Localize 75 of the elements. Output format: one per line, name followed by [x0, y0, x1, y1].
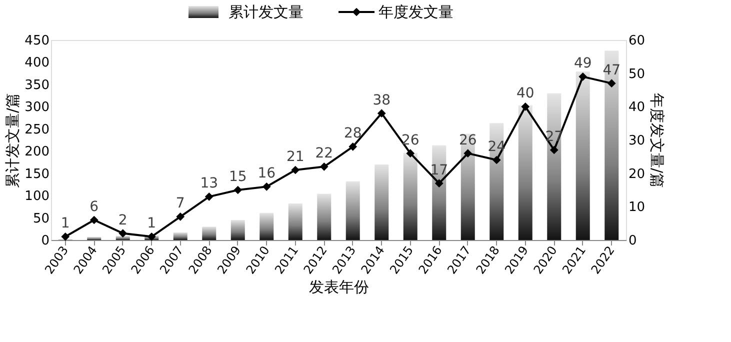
- y-tick-label: 250: [24, 122, 50, 138]
- y-tick-label: 200: [24, 144, 50, 160]
- legend-label: 累计发文量: [228, 3, 304, 21]
- point: [176, 212, 185, 221]
- data-label: 22: [315, 146, 334, 162]
- y-tick-label: 100: [24, 189, 50, 204]
- data-label: 38: [372, 92, 391, 108]
- y-axis-title: 累计发文量/篇: [4, 92, 22, 188]
- point: [320, 162, 328, 171]
- y-tick-label: 450: [24, 34, 50, 48]
- bar: [260, 212, 274, 240]
- point: [578, 72, 588, 81]
- y-tick-label: 300: [24, 100, 50, 116]
- point: [118, 229, 128, 238]
- point: [204, 192, 214, 201]
- point: [348, 142, 358, 151]
- y-tick-label: 400: [24, 56, 50, 71]
- data-label: 6: [90, 199, 99, 215]
- data-label: 49: [574, 56, 592, 72]
- y-tick-label: 150: [24, 166, 50, 182]
- point: [234, 186, 242, 194]
- y2-tick-label: 40: [628, 100, 646, 116]
- x-axis-title: 发表年份: [309, 278, 369, 296]
- point: [61, 232, 70, 241]
- bar: [346, 181, 360, 240]
- bar: [317, 194, 332, 240]
- data-label: 16: [258, 166, 276, 182]
- y2-tick-label: 20: [628, 166, 646, 182]
- point: [90, 216, 98, 224]
- y-tick-label: 350: [24, 78, 50, 93]
- bar: [460, 134, 475, 240]
- data-label: 21: [286, 149, 304, 165]
- bar: [230, 220, 245, 240]
- bar: [173, 232, 188, 240]
- point: [434, 179, 444, 188]
- point: [464, 149, 472, 158]
- bar: [202, 226, 216, 240]
- point: [406, 149, 415, 158]
- point: [521, 102, 530, 111]
- bar: [403, 152, 418, 240]
- data-label: 28: [344, 126, 362, 142]
- data-label: 15: [228, 169, 247, 185]
- data-label: 26: [458, 132, 477, 148]
- data-label: 47: [602, 62, 621, 78]
- bar: [374, 164, 389, 240]
- y2-tick-label: 30: [628, 134, 646, 148]
- data-label: 26: [401, 132, 420, 148]
- bar: [547, 93, 562, 240]
- y2-axis-title: 年度发文量/篇: [648, 92, 666, 188]
- bar: [116, 236, 130, 240]
- legend-label: 年度发文量: [378, 3, 454, 21]
- data-label: 7: [176, 196, 185, 212]
- bar: [604, 50, 619, 240]
- bar: [87, 236, 102, 240]
- bar: [518, 105, 532, 240]
- point: [377, 109, 386, 118]
- y-tick-label: 50: [32, 211, 50, 226]
- data-label: 1: [60, 216, 70, 232]
- y2-tick-label: 50: [628, 66, 646, 82]
- point: [262, 182, 271, 191]
- y-tick-label: 0: [41, 234, 50, 248]
- bar: [576, 72, 590, 240]
- y2-tick-label: 10: [628, 200, 646, 216]
- point: [492, 156, 501, 164]
- data-label: 13: [200, 176, 218, 192]
- data-label: 2: [118, 212, 128, 228]
- bar: [288, 204, 302, 240]
- point: [147, 232, 156, 241]
- point: [550, 146, 558, 154]
- data-label: 1: [147, 216, 156, 232]
- point: [291, 166, 300, 174]
- data-label: 40: [516, 86, 534, 102]
- y2-tick-label: 60: [628, 34, 646, 48]
- y2-tick-label: 0: [628, 234, 637, 248]
- point: [607, 79, 616, 88]
